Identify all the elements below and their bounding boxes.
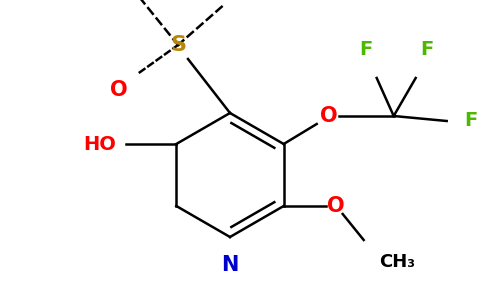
Text: CH₃: CH₃ [378, 253, 415, 271]
Text: HO: HO [83, 134, 116, 154]
Text: F: F [420, 40, 433, 59]
Text: O: O [110, 80, 128, 100]
Text: N: N [221, 255, 239, 275]
Text: O: O [327, 196, 345, 216]
Text: F: F [359, 40, 372, 59]
Text: S: S [170, 35, 186, 55]
Text: F: F [465, 112, 478, 130]
Text: O: O [320, 106, 337, 126]
